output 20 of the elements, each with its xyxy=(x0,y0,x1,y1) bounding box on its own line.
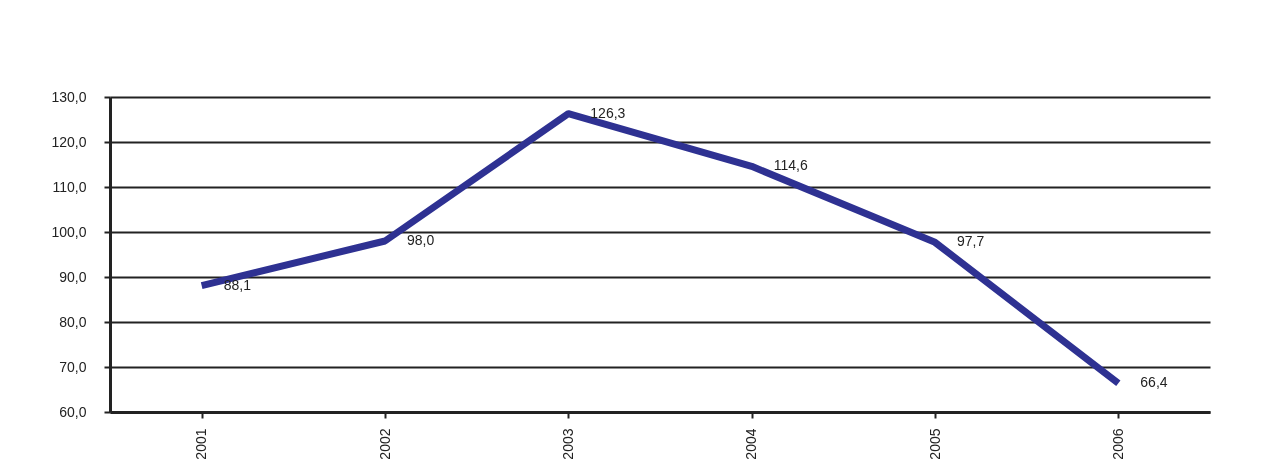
y-tick-label: 110,0 xyxy=(52,178,87,195)
y-tick-label: 60,0 xyxy=(59,403,87,420)
x-tick-label: 2003 xyxy=(559,428,576,460)
x-tick-label: 2001 xyxy=(193,428,210,460)
y-tick-label: 90,0 xyxy=(59,268,87,285)
x-tick-label: 2004 xyxy=(743,428,760,460)
text: 88,1 xyxy=(223,276,251,293)
y-tick-label: 70,0 xyxy=(59,358,87,375)
x-tick-label: 2002 xyxy=(376,428,393,460)
x-tick-label: 2005 xyxy=(926,428,943,460)
y-tick-label: 130,0 xyxy=(51,88,87,105)
y-tick-label: 100,0 xyxy=(51,223,87,240)
x-tick-label: 2006 xyxy=(1109,428,1126,460)
y-tick-label: 120,0 xyxy=(51,133,87,150)
text: 98,0 xyxy=(407,232,435,248)
text: 126,3 xyxy=(590,104,626,121)
y-tick-label: 80,0 xyxy=(59,313,87,330)
text: 97,7 xyxy=(957,233,985,250)
text: 114,6 xyxy=(773,157,808,174)
text: 66,4 xyxy=(1140,374,1168,391)
